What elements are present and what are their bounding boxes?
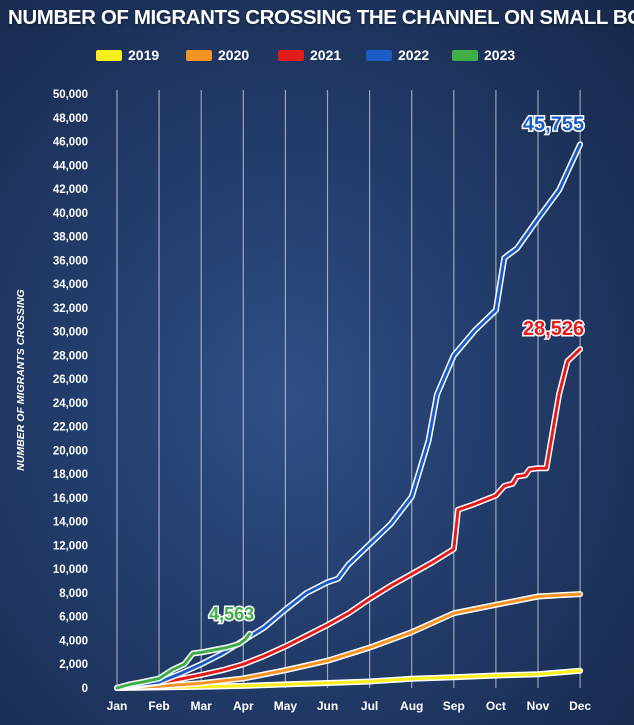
x-tick-label: Oct xyxy=(486,699,506,713)
x-tick-label: May xyxy=(274,699,298,713)
y-tick-label: 46,000 xyxy=(53,137,88,149)
y-tick-label: 2,000 xyxy=(59,659,88,671)
y-tick-label: 14,000 xyxy=(53,517,88,529)
y-tick-label: 28,000 xyxy=(53,350,88,362)
legend-swatch-2019 xyxy=(96,50,122,61)
series-line-2022 xyxy=(115,142,582,690)
y-tick-label: 40,000 xyxy=(53,208,88,220)
x-tick-label: Jul xyxy=(361,699,378,713)
y-tick-label: 8,000 xyxy=(59,588,88,600)
series-outline-2022 xyxy=(114,141,584,691)
annotation-2023: 4,563 xyxy=(209,604,254,624)
y-tick-label: 18,000 xyxy=(53,469,88,481)
y-tick-label: 4,000 xyxy=(59,635,88,647)
series-outline-2021 xyxy=(114,346,584,691)
legend-label-2022: 2022 xyxy=(398,47,429,63)
legend-label-2023: 2023 xyxy=(484,47,515,63)
y-tick-label: 22,000 xyxy=(53,422,88,434)
y-tick-label: 0 xyxy=(82,683,88,695)
annotation-2022: 45,755 xyxy=(523,113,584,135)
annotation-2021: 28,526 xyxy=(523,318,584,340)
x-tick-label: Nov xyxy=(527,699,550,713)
series-line-2021 xyxy=(115,347,582,690)
y-tick-label: 16,000 xyxy=(53,493,88,505)
y-tick-label: 6,000 xyxy=(59,612,88,624)
y-tick-label: 32,000 xyxy=(53,303,88,315)
chart-title: NUMBER OF MIGRANTS CROSSING THE CHANNEL … xyxy=(8,6,634,29)
y-tick-label: 50,000 xyxy=(53,89,88,101)
y-tick-label: 36,000 xyxy=(53,255,88,267)
y-tick-label: 34,000 xyxy=(53,279,88,291)
legend-swatch-2023 xyxy=(452,50,478,61)
legend-label-2020: 2020 xyxy=(218,47,249,63)
series-line-2023 xyxy=(115,632,252,690)
legend-label-2019: 2019 xyxy=(128,47,159,63)
y-tick-label: 20,000 xyxy=(53,445,88,457)
x-tick-label: Feb xyxy=(148,699,169,713)
y-tick-label: 10,000 xyxy=(53,564,88,576)
x-tick-label: Dec xyxy=(569,699,591,713)
series-line-2019 xyxy=(115,669,582,690)
y-tick-label: 38,000 xyxy=(53,232,88,244)
legend-swatch-2021 xyxy=(278,50,304,61)
x-tick-label: Mar xyxy=(191,699,213,713)
y-tick-label: 30,000 xyxy=(53,327,88,339)
y-tick-label: 26,000 xyxy=(53,374,88,386)
x-tick-label: Jun xyxy=(317,699,338,713)
y-tick-label: 24,000 xyxy=(53,398,88,410)
legend-swatch-2020 xyxy=(186,50,212,61)
y-tick-label: 12,000 xyxy=(53,540,88,552)
y-tick-label: 48,000 xyxy=(53,113,88,125)
legend-label-2021: 2021 xyxy=(310,47,341,63)
x-tick-label: Aug xyxy=(400,699,423,713)
series-line-2020 xyxy=(115,592,582,690)
y-tick-label: 42,000 xyxy=(53,184,88,196)
x-tick-label: Apr xyxy=(233,699,254,713)
x-tick-label: Jan xyxy=(107,699,128,713)
y-tick-label: 44,000 xyxy=(53,160,88,172)
legend-swatch-2022 xyxy=(366,50,392,61)
y-axis-label: NUMBER OF MIGRANTS CROSSING xyxy=(15,289,27,470)
x-tick-label: Sep xyxy=(443,699,465,713)
